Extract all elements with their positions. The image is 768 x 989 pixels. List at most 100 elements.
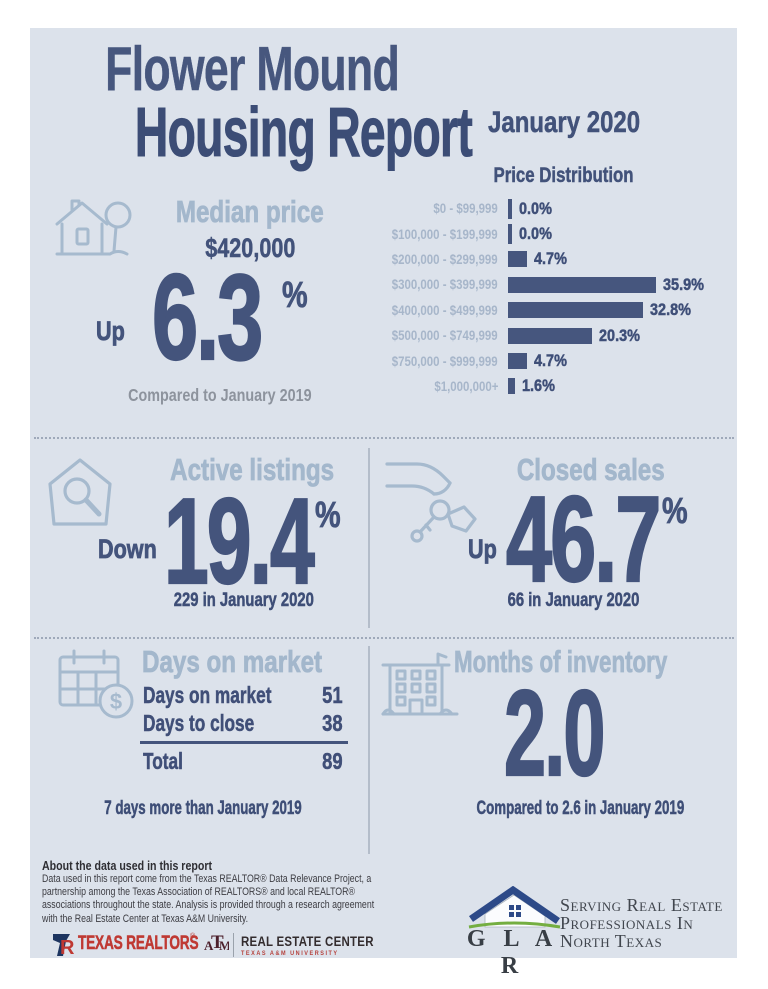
about-text-line: associations throughout the state. Analy…	[42, 899, 375, 912]
atm-letter-t: T	[211, 932, 224, 953]
closed-sales-note: 66 in January 2020	[507, 590, 639, 612]
glar-tagline-line: Professionals In	[560, 913, 694, 933]
chart-bar	[508, 378, 515, 395]
chart-category-label: $500,000 - $749,999	[392, 328, 498, 344]
table-row: Days on market 51	[143, 682, 343, 710]
glar-house-logo-icon	[468, 886, 561, 929]
rec-university: TEXAS A&M UNIVERSITY	[241, 950, 339, 957]
about-text-line: Data used in this report come from the T…	[42, 873, 372, 885]
chart-bar	[508, 276, 656, 293]
rec-name: REAL ESTATE CENTER	[241, 934, 374, 949]
active-listings-heading: Active listings	[170, 452, 335, 488]
chart-row: $100,000 - $199,999 0.0%	[363, 221, 735, 246]
tr-letter: R	[60, 937, 75, 958]
months-of-inventory-value: 2.0	[503, 665, 606, 801]
active-listings-percent-sign: %	[315, 494, 341, 536]
active-listings-direction: Down	[98, 534, 157, 565]
title-line-2: Housing Report	[134, 93, 474, 172]
chart-subtitle: Price Distribution	[493, 164, 635, 188]
texas-realtors-wordmark: TEXAS REALTORS	[78, 933, 199, 955]
months-of-inventory-note: Compared to 2.6 in January 2019	[476, 798, 685, 820]
chart-bar	[508, 302, 644, 319]
row-label: Days on market	[143, 682, 272, 709]
texas-realtors-logo-icon: R	[53, 934, 75, 958]
chart-value-label: 32.8%	[650, 300, 692, 320]
table-row: Days to close 38	[143, 710, 343, 738]
chart-category-label: $400,000 - $499,999	[392, 302, 498, 318]
closed-sales-heading: Closed sales	[516, 452, 665, 488]
calendar-dollar-icon: $	[58, 649, 134, 719]
atm-letter-a: A	[204, 938, 214, 953]
median-price-change: 6.3	[151, 249, 264, 385]
total-value: 89	[322, 748, 343, 775]
chart-row: $1,000,000+ 1.6%	[363, 374, 735, 399]
closed-sales-change: 46.7	[505, 471, 662, 607]
chart-value-label: 35.9%	[662, 274, 704, 295]
glar-tagline: Serving Real Estate Professionals In Nor…	[560, 896, 723, 950]
report-panel: Flower Mound Housing Report January 2020…	[30, 28, 737, 979]
table-total-row: Total 89	[143, 748, 343, 776]
house-with-tree-icon	[55, 199, 132, 256]
total-label: Total	[143, 748, 183, 775]
median-price-value: $420,000	[204, 233, 296, 264]
row-label: Days to close	[143, 710, 255, 737]
dollar-glyph: $	[110, 689, 122, 714]
vertical-divider	[368, 646, 370, 854]
median-price-note: Compared to January 2019	[128, 385, 312, 405]
median-price-direction: Up	[96, 316, 125, 347]
chart-category-label: $1,000,000+	[433, 378, 498, 394]
price-distribution-chart: $0 - $99,999 0.0% $100,000 - $199,999 0.0% $…	[363, 196, 735, 399]
chart-row: $750,000 - $999,999 4.7%	[363, 348, 735, 373]
hand-with-keys-icon	[385, 462, 477, 543]
chart-category-label: $200,000 - $299,999	[392, 251, 498, 267]
about-section: About the data used in this report Data …	[42, 859, 412, 926]
active-listings-change: 19.4	[163, 473, 315, 609]
texas-am-logo-icon: A T M	[204, 932, 229, 953]
active-listings-note: 229 in January 2020	[173, 590, 315, 612]
closed-sales-percent-sign: %	[662, 490, 688, 532]
chart-bar	[508, 353, 528, 370]
chart-title: January 2020	[487, 106, 641, 140]
chart-row: $200,000 - $299,999 4.7%	[363, 247, 735, 272]
row-value: 51	[322, 682, 343, 709]
horizontal-divider	[34, 637, 734, 639]
about-text-line: partnership among the Texas Association …	[42, 886, 355, 899]
chart-row: $500,000 - $749,999 20.3%	[363, 323, 735, 348]
glar-wordmark: G L A R	[466, 926, 559, 979]
months-of-inventory-heading: Months of inventory	[454, 644, 668, 680]
atm-letter-m: M	[219, 938, 229, 953]
median-price-heading: Median price	[176, 194, 324, 230]
title-line-1: Flower Mound	[105, 35, 400, 104]
chart-category-label: $300,000 - $399,999	[392, 277, 498, 293]
real-estate-center-logo: REAL ESTATE CENTER TEXAS A&M UNIVERSITY	[241, 934, 397, 957]
median-price-percent-sign: %	[282, 274, 308, 316]
chart-value-label: 1.6%	[521, 376, 555, 396]
days-on-market-heading: Days on market	[142, 644, 323, 680]
chart-value-label: 4.7%	[534, 249, 568, 269]
glar-tagline-line: North Texas	[560, 931, 663, 951]
chart-bar	[508, 224, 512, 245]
glar-tagline-line: Serving Real Estate	[560, 895, 723, 915]
chart-bar	[508, 251, 528, 268]
closed-sales-direction: Up	[468, 534, 497, 565]
chart-row: $300,000 - $399,999 35.9%	[363, 272, 735, 297]
vertical-divider	[368, 448, 370, 628]
registered-mark: ®	[190, 933, 196, 940]
chart-row: $400,000 - $499,999 32.8%	[363, 298, 735, 323]
days-on-market-note: 7 days more than January 2019	[104, 798, 302, 820]
days-on-market-table: Days on market 51 Days to close 38	[143, 682, 343, 738]
total-rule	[140, 741, 348, 744]
horizontal-divider	[34, 437, 734, 439]
chart-value-label: 4.7%	[534, 351, 568, 371]
chart-bar	[508, 327, 592, 344]
row-value: 38	[322, 710, 343, 737]
chart-category-label: $100,000 - $199,999	[392, 226, 498, 242]
chart-bar	[508, 198, 512, 219]
about-text-line: with the Real Estate Center at Texas A&M…	[42, 912, 249, 925]
chart-row: $0 - $99,999 0.0%	[363, 196, 735, 221]
chart-value-label: 0.0%	[519, 198, 552, 218]
page-title: Flower Mound Housing Report	[48, 35, 473, 170]
chart-value-label: 20.3%	[598, 325, 640, 345]
about-heading: About the data used in this report	[42, 859, 213, 873]
chart-category-label: $0 - $99,999	[433, 201, 498, 217]
